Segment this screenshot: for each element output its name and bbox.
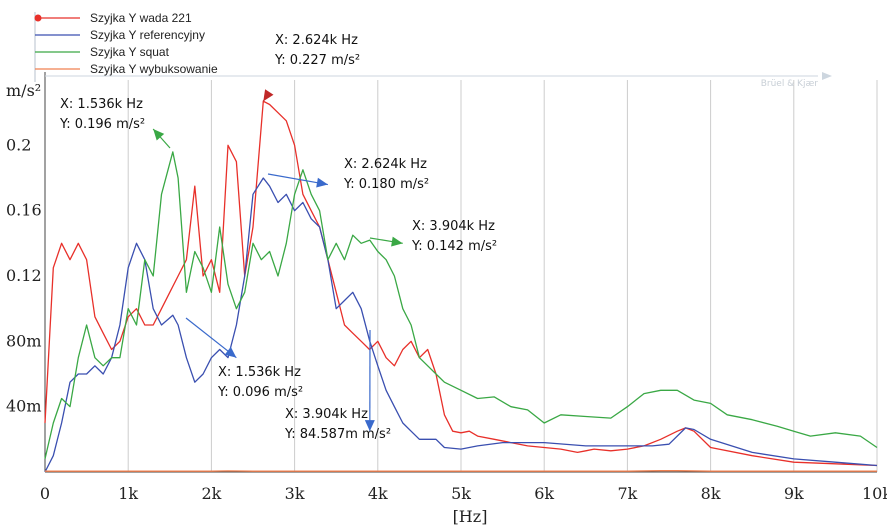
x-tick-label: 4k: [368, 484, 388, 503]
arrowhead-icon: [316, 177, 328, 188]
axes: 0 1k 2k 3k 4k 5k 6k 7k 8k 9k 10k 40m 80m 0.12 0.16 0.2: [6, 72, 887, 503]
annotations: X: 2.624k Hz Y: 0.227 m/s² X: 1.536k Hz Y: …: [59, 33, 497, 442]
annotation-x-value: X: 1.536k Hz: [218, 365, 301, 380]
legend-label: Szyjka Y wada 221: [90, 11, 192, 25]
legend[interactable]: Szyjka Y wada 221 Szyjka Y referencyjny Sz…: [34, 11, 218, 82]
x-tick-label: 3k: [285, 484, 305, 503]
legend-item[interactable]: Szyjka Y wybuksowanie: [35, 62, 218, 76]
annotation[interactable]: X: 3.904k Hz Y: 0.142 m/s²: [369, 219, 497, 254]
x-tick-label: 5k: [451, 484, 471, 503]
arrowhead-icon: [263, 89, 274, 102]
legend-item[interactable]: Szyjka Y wada 221: [34, 11, 192, 25]
x-tick-label: 2k: [201, 484, 221, 503]
x-tick-label: 10k: [862, 484, 887, 503]
x-tick-label: 9k: [784, 484, 804, 503]
x-tick-label: 6k: [534, 484, 554, 503]
legend-label: Szyjka Y squat: [90, 45, 170, 59]
series-line: [44, 151, 878, 460]
x-tick-label: 1k: [118, 484, 138, 503]
y-tick-label: 0.12: [6, 266, 42, 285]
arrowhead-icon: [224, 346, 237, 358]
x-tick-label: 0: [40, 484, 50, 503]
annotation[interactable]: X: 1.536k Hz Y: 0.196 m/s²: [59, 97, 171, 149]
annotation[interactable]: X: 3.904k Hz Y: 84.587m m/s²: [284, 329, 391, 442]
annotation-y-value: Y: 0.196 m/s²: [59, 117, 145, 132]
annotation-y-value: Y: 84.587m m/s²: [284, 427, 391, 442]
grid: [127, 80, 878, 472]
brand-arrow-icon: [822, 72, 832, 80]
annotation-x-value: X: 1.536k Hz: [60, 97, 143, 112]
annotation-x-value: X: 3.904k Hz: [285, 407, 368, 422]
annotation-y-value: Y: 0.180 m/s²: [343, 177, 429, 192]
series-line: [44, 177, 878, 473]
annotation[interactable]: X: 1.536k Hz Y: 0.096 m/s²: [185, 317, 303, 400]
y-tick-label: 0.16: [6, 201, 42, 220]
annotation[interactable]: X: 2.624k Hz Y: 0.227 m/s²: [262, 33, 360, 102]
legend-marker-icon: [34, 14, 42, 22]
annotation[interactable]: X: 2.624k Hz Y: 0.180 m/s²: [267, 157, 429, 192]
legend-item[interactable]: Szyjka Y squat: [35, 45, 170, 59]
annotation-x-value: X: 3.904k Hz: [412, 219, 495, 234]
annotation-y-value: Y: 0.142 m/s²: [411, 239, 497, 254]
y-tick-label: 80m: [6, 331, 42, 350]
y-tick-label: 0.2: [6, 135, 31, 154]
x-tick-label: 8k: [701, 484, 721, 503]
annotation-y-value: Y: 0.227 m/s²: [274, 53, 360, 68]
y-tick-label: 40m: [6, 397, 42, 416]
annotation-y-value: Y: 0.096 m/s²: [217, 385, 303, 400]
series-group: [44, 100, 878, 473]
series-line: [44, 100, 878, 467]
series-line: [45, 470, 877, 472]
y-axis-label: m/s²: [6, 81, 41, 100]
arrowhead-icon: [364, 420, 375, 432]
brand-watermark: Brüel & Kjær: [761, 79, 819, 89]
annotation-x-value: X: 2.624k Hz: [344, 157, 427, 172]
x-tick-label: 7k: [617, 484, 637, 503]
arrowhead-icon: [153, 129, 165, 141]
legend-item[interactable]: Szyjka Y referencyjny: [35, 28, 205, 42]
legend-label: Szyjka Y referencyjny: [90, 28, 205, 42]
legend-label: Szyjka Y wybuksowanie: [90, 62, 218, 76]
x-axis-label: [Hz]: [453, 507, 488, 526]
annotation-x-value: X: 2.624k Hz: [275, 33, 358, 48]
arrowhead-icon: [391, 236, 403, 247]
